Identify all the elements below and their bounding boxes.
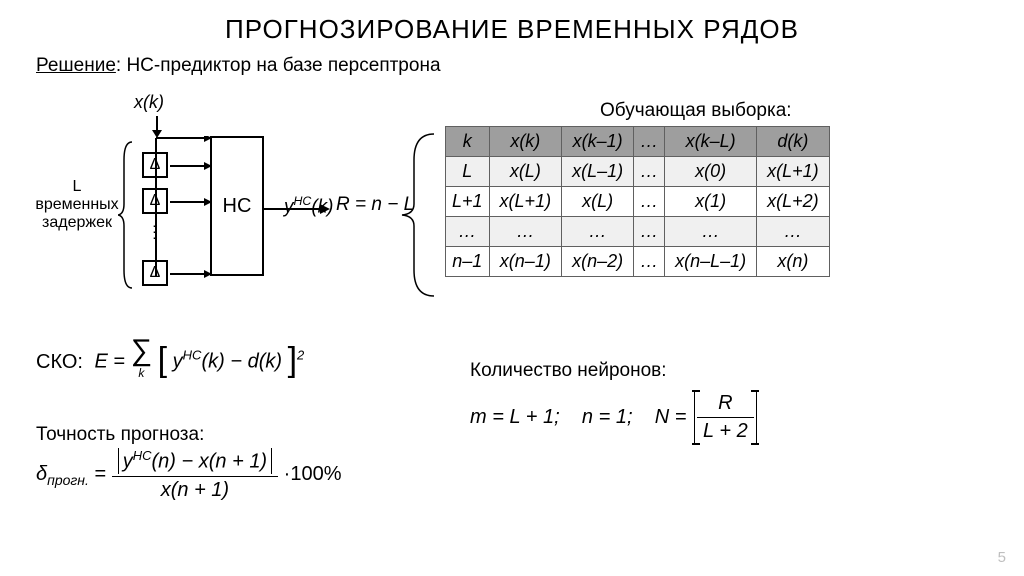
col-ellipsis: …: [634, 127, 665, 157]
table-row: n–1 x(n–1) x(n–2) … x(n–L–1) x(n): [446, 247, 830, 277]
accuracy-formula: δпрогн. = yНС(n) − x(n + 1) x(n + 1) ·10…: [36, 448, 341, 502]
accuracy-label: Точность прогноза:: [36, 424, 204, 446]
delta-box-1: Δ: [142, 152, 168, 178]
delay-count-label: L временных задержек: [32, 178, 122, 232]
input-label: x(k): [134, 92, 164, 113]
table-brace-icon: [400, 130, 440, 300]
vertical-dots-icon: ···: [152, 222, 157, 240]
col-dk: d(k): [757, 127, 830, 157]
col-k: k: [446, 127, 490, 157]
sko-formula: СКО: E = ∑k [ yНС(k) − d(k) ]2: [36, 340, 304, 384]
col-xk1: x(k–1): [562, 127, 634, 157]
page-number: 5: [998, 549, 1006, 566]
delta-box-L: Δ: [142, 260, 168, 286]
col-xk: x(k): [489, 127, 562, 157]
subtitle-underlined: Решение: [36, 55, 116, 76]
output-label: yНС(k): [284, 194, 334, 218]
training-set-table: k x(k) x(k–1) … x(k–L) d(k) L x(L) x(L–1…: [445, 126, 830, 277]
table-title: Обучающая выборка:: [600, 100, 792, 122]
table-row: … … … … … …: [446, 217, 830, 247]
predictor-diagram: x(k) Δ Δ ··· Δ НС yНС(k) L временных зад…: [32, 92, 362, 302]
delta-box-2: Δ: [142, 188, 168, 214]
page-title: ПРОГНОЗИРОВАНИЕ ВРЕМЕННЫХ РЯДОВ: [0, 0, 1024, 45]
neurons-label: Количество нейронов:: [470, 360, 667, 382]
neurons-formula: m = L + 1; n = 1; N = R L + 2: [470, 390, 759, 445]
table-row: L x(L) x(L–1) … x(0) x(L+1): [446, 157, 830, 187]
table-header-row: k x(k) x(k–1) … x(k–L) d(k): [446, 127, 830, 157]
input-arrow-icon: [150, 116, 164, 138]
ceil-brackets-icon: R L + 2: [692, 390, 759, 445]
subtitle-rest: : НС-предиктор на базе персептрона: [116, 55, 441, 76]
left-brace-icon: [118, 140, 136, 290]
subtitle: Решение: НС-предиктор на базе персептрон…: [0, 45, 1024, 77]
sko-label: СКО:: [36, 351, 83, 374]
nc-block: НС: [210, 136, 264, 276]
table-row: L+1 x(L+1) x(L) … x(1) x(L+2): [446, 187, 830, 217]
col-xkL: x(k–L): [665, 127, 757, 157]
sigma-icon: ∑k: [131, 340, 152, 384]
